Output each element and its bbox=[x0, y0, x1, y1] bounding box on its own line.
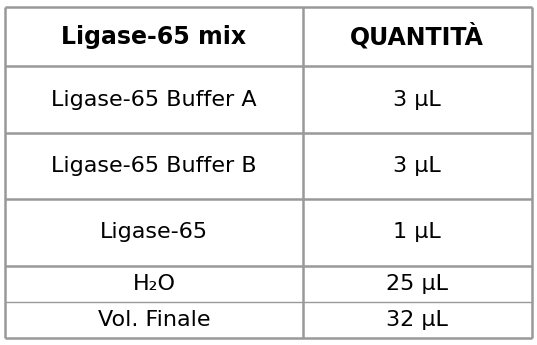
Text: 25 μL: 25 μL bbox=[386, 274, 448, 294]
Text: H₂O: H₂O bbox=[133, 274, 176, 294]
Text: Ligase-65: Ligase-65 bbox=[100, 223, 208, 243]
Text: QUANTITÀ: QUANTITÀ bbox=[350, 23, 484, 50]
Text: 1 μL: 1 μL bbox=[393, 223, 441, 243]
Text: 3 μL: 3 μL bbox=[393, 156, 441, 176]
Text: Ligase-65 mix: Ligase-65 mix bbox=[61, 25, 246, 49]
Text: Ligase-65 Buffer B: Ligase-65 Buffer B bbox=[51, 156, 257, 176]
Text: 32 μL: 32 μL bbox=[386, 310, 448, 330]
Text: Ligase-65 Buffer A: Ligase-65 Buffer A bbox=[51, 90, 257, 110]
Text: Vol. Finale: Vol. Finale bbox=[98, 310, 211, 330]
Text: 3 μL: 3 μL bbox=[393, 90, 441, 110]
